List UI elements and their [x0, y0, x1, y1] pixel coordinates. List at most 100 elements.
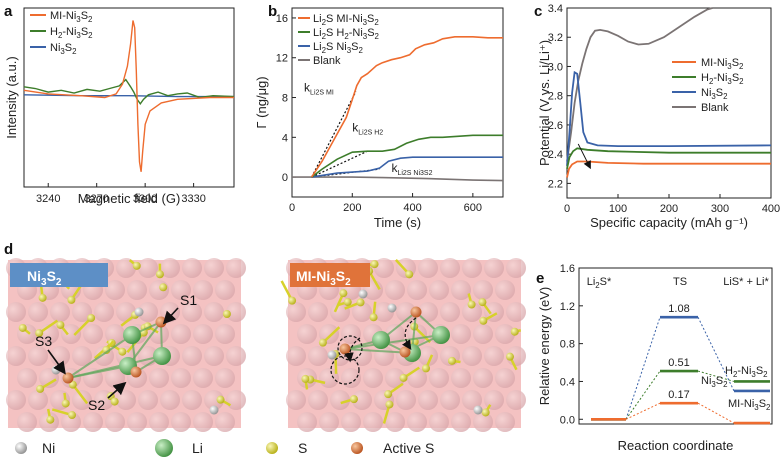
lattice-atom [138, 258, 158, 278]
s-atom [478, 298, 487, 307]
series-label-e-mi: MI-Ni3S2 [728, 398, 770, 412]
series-line-c-blank [566, 7, 713, 162]
lattice-atom [341, 412, 361, 432]
lattice-atom [286, 346, 306, 366]
lattice-atom [451, 280, 471, 300]
active-s-atom [62, 372, 74, 384]
panel-letter-a: a [4, 3, 13, 20]
y-tick-label-e: 1.2 [560, 301, 575, 313]
lattice-atom [495, 280, 515, 300]
lattice-atom [407, 280, 427, 300]
series-line-c-ni [566, 70, 772, 166]
legend-atom-s [266, 442, 278, 454]
s-atom [370, 260, 379, 269]
connector-e-ni [625, 317, 661, 420]
legend-label-c-h2: H2-Ni3S2 [701, 72, 744, 86]
lattice-atom [138, 390, 158, 410]
lattice-atom [204, 302, 224, 322]
lattice-atom [363, 368, 383, 388]
s-atom [385, 400, 394, 409]
li-s-bond [67, 365, 129, 379]
structure-title-ni3s2: Ni3S2 [27, 268, 62, 288]
li-atom [372, 331, 390, 349]
lattice-atom [319, 412, 339, 432]
lattice-atom [451, 412, 471, 432]
lattice-atom [226, 302, 246, 322]
lattice-atom [462, 258, 482, 278]
lattice-atom [429, 368, 449, 388]
x-tick-label-c: 0 [564, 203, 570, 215]
rate-label-b-0: kLi2S MI [304, 81, 334, 97]
lattice-atom [105, 324, 125, 344]
site-label-s3: S3 [35, 333, 52, 349]
series-label-e-ni: Ni3S2 [701, 375, 728, 389]
x-tick-label-c: 400 [762, 203, 780, 215]
lattice-atom [363, 412, 383, 432]
y-tick-label-c: 3.0 [548, 61, 563, 73]
lattice-atom [83, 412, 103, 432]
lattice-atom [83, 324, 103, 344]
atom-legend: Ni Li S Active S [15, 439, 434, 457]
active-s-atom [155, 316, 167, 328]
lattice-atom [193, 412, 213, 432]
ts-label-e-mi: 0.17 [668, 389, 689, 401]
y-tick-label-c: 2.8 [548, 91, 563, 103]
s-atom [447, 356, 456, 365]
legend-label-c-ni: Ni3S2 [701, 87, 728, 101]
lattice-atom [182, 390, 202, 410]
active-s-atom [410, 306, 422, 318]
y-tick-label-e: 0.0 [560, 414, 575, 426]
lattice-atom [330, 390, 350, 410]
s-atom [159, 283, 168, 292]
y-tick-label-c: 2.2 [548, 178, 563, 190]
active-s-atom [399, 346, 411, 358]
lattice-atom [6, 346, 26, 366]
y-tick-label-c: 2.6 [548, 120, 563, 132]
connector-e-ni [697, 316, 735, 392]
lattice-atom [462, 302, 482, 322]
lattice-atom [6, 302, 26, 322]
lattice-atom [506, 302, 526, 322]
arrow-s2 [107, 381, 127, 399]
y-tick-label-b: 12 [276, 53, 288, 65]
li-s-bond [67, 334, 133, 379]
lattice-atom [374, 346, 394, 366]
site-label-s1: S1 [180, 292, 197, 308]
lattice-atom [28, 302, 48, 322]
lattice-atom [286, 302, 306, 322]
lattice-atom [171, 368, 191, 388]
lattice-atom [226, 258, 246, 278]
x-tick-label-a: 3270 [84, 193, 108, 205]
lattice-atom [473, 412, 493, 432]
lattice-atom [28, 390, 48, 410]
lattice-atom [341, 324, 361, 344]
legend-label-b-ni: Li2S Ni3S2 [313, 41, 363, 55]
y-axis-label-b: Γ (ng/μg) [254, 76, 269, 128]
lattice-atom [182, 258, 202, 278]
chart-e-energy: 0.0 0.4 0.8 1.2 1.6 Reaction coordinate Relati… [537, 263, 773, 453]
trend-arrow-c [577, 143, 591, 170]
lattice-atom [160, 258, 180, 278]
li-s-bond [344, 334, 442, 350]
x-tick-label-c: 100 [609, 203, 627, 215]
lattice-atom [72, 302, 92, 322]
rate-label-b-1: kLi2S H2 [352, 120, 383, 136]
ni-atom [387, 303, 397, 313]
s-atom [405, 270, 414, 279]
x-tick-label-b: 600 [464, 202, 482, 214]
title-box-ni3s2 [10, 263, 108, 287]
s-atom [422, 364, 431, 373]
ni-atom [134, 307, 144, 317]
legend-label-active-s: Active S [383, 440, 434, 456]
ts-label-e-h2: 0.51 [668, 357, 689, 369]
lattice-atom [204, 346, 224, 366]
s-atom [369, 313, 378, 322]
lattice-atom [61, 324, 81, 344]
lattice-atom [72, 390, 92, 410]
lattice-atom [149, 368, 169, 388]
lattice-atom [495, 368, 515, 388]
lattice-atom [308, 346, 328, 366]
y-tick-label-e: 0.8 [560, 339, 575, 351]
lattice-atom [215, 368, 235, 388]
